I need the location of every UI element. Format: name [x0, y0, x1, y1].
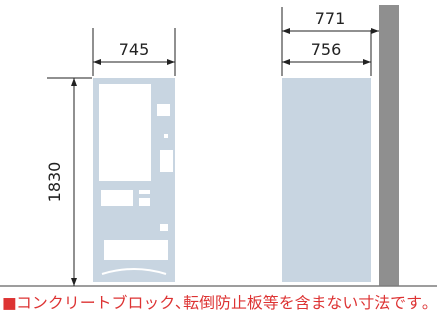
dimension-side-depth: 771 756	[281, 7, 379, 76]
height-label: 1830	[45, 162, 64, 203]
side-body-depth-label: 756	[311, 40, 342, 59]
key-panel-a	[139, 190, 150, 194]
side-total-depth-label: 771	[315, 9, 346, 28]
footnote-text: コンクリートブロック､転倒防止板等を含まない寸法です｡	[16, 293, 430, 312]
button-panel-small	[164, 134, 168, 138]
return-slot	[160, 224, 168, 231]
product-outlet	[104, 240, 168, 260]
dimension-front-width: 745	[92, 28, 176, 76]
wall	[379, 5, 399, 286]
base-curve	[101, 268, 167, 275]
side-body	[282, 78, 371, 282]
front-width-label: 745	[119, 40, 150, 59]
display-window	[99, 84, 151, 181]
coin-slot-panel	[160, 150, 173, 172]
key-panel-b	[139, 198, 150, 206]
side-view	[282, 5, 399, 286]
footnote-marker: ■	[2, 294, 17, 312]
button-panel-top	[157, 104, 170, 116]
dimension-height: 1830	[45, 77, 92, 286]
bill-panel	[101, 190, 133, 206]
footnote: ■ コンクリートブロック､転倒防止板等を含まない寸法です｡	[2, 293, 430, 312]
front-view	[93, 78, 175, 282]
